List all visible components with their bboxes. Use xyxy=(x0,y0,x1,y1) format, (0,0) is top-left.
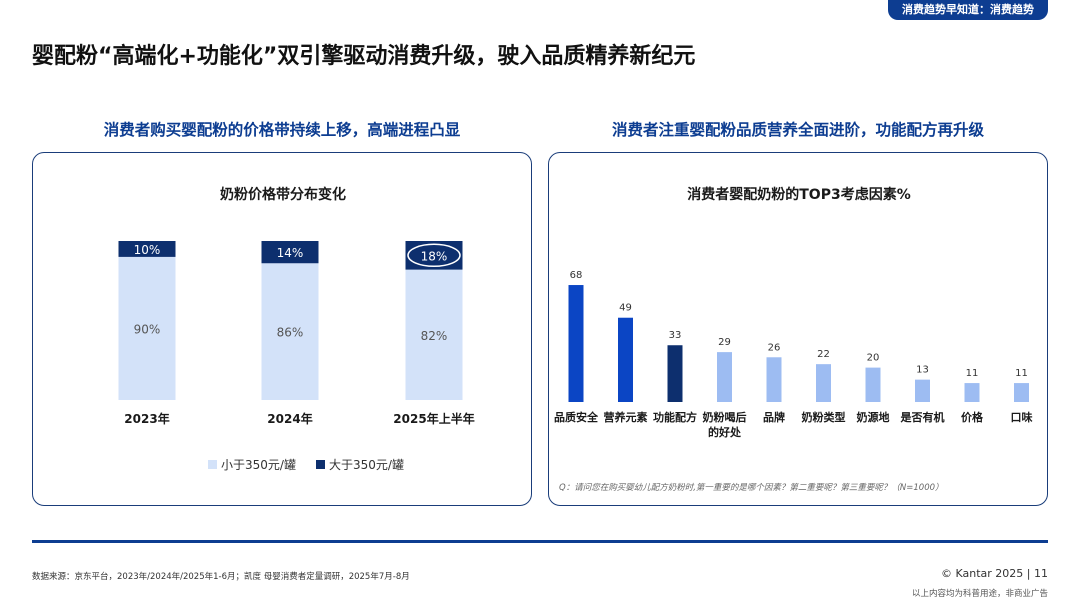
data-source: 数据来源：京东平台，2023年/2024年/2025年1-6月；凯度 母婴消费者… xyxy=(32,572,410,582)
factor-value: 13 xyxy=(916,365,929,376)
factor-value: 29 xyxy=(718,337,731,348)
factors-chart: 消费者婴配奶粉的TOP3考虑因素% 68 品质安全 49 营养元素 33 功能配方 29 奶粉喝… xyxy=(554,186,1033,493)
disclaimer: 以上内容均为科普用途，非商业广告 xyxy=(911,589,1048,599)
factor-category: 功能配方 xyxy=(653,410,697,424)
bar-below-350 xyxy=(261,263,319,400)
factor-value: 68 xyxy=(570,270,583,281)
factor-value: 11 xyxy=(1015,368,1028,379)
factor-bar xyxy=(1014,383,1029,402)
bar-above-350 xyxy=(405,241,463,270)
chart-title: 消费者婴配奶粉的TOP3考虑因素% xyxy=(687,186,910,203)
factor-bar xyxy=(667,345,683,402)
bar-label-below-350: 86% xyxy=(277,326,304,340)
price-band-panel: 奶粉价格带分布变化 90% 10% 2023年 86% 14% 2024年 82% 18% 202… xyxy=(32,152,532,506)
factor-category: 奶粉喝后的好处 xyxy=(703,410,747,439)
category-label: 2025年上半年 xyxy=(393,411,474,426)
section-tag: 消费趋势早知道：消费趋势 xyxy=(888,0,1048,20)
factor-value: 26 xyxy=(768,342,781,353)
bar-label-below-350: 82% xyxy=(421,329,448,343)
bar-label-above-350: 10% xyxy=(134,243,161,257)
bar-above-350 xyxy=(261,241,319,264)
bar-below-350 xyxy=(118,256,176,400)
factors-panel: 消费者婴配奶粉的TOP3考虑因素% 68 品质安全 49 营养元素 33 功能配方 29 奶粉喝… xyxy=(548,152,1048,506)
category-label: 2023年 xyxy=(124,411,169,426)
factor-bar xyxy=(816,364,831,402)
factor-value: 49 xyxy=(619,303,632,314)
bar-label-below-350: 90% xyxy=(134,322,161,336)
legend-label: 大于350元/罐 xyxy=(329,458,404,472)
right-subtitle: 消费者注重婴配粉品质营养全面进阶，功能配方再升级 xyxy=(611,121,984,139)
chart-title: 奶粉价格带分布变化 xyxy=(220,186,346,203)
factor-category: 奶源地 xyxy=(857,410,890,424)
price-band-chart: 奶粉价格带分布变化 90% 10% 2023年 86% 14% 2024年 82% 18% 202… xyxy=(118,186,475,472)
factor-category: 品牌 xyxy=(763,410,785,424)
bar-above-350 xyxy=(118,241,176,257)
bar-below-350 xyxy=(405,269,463,400)
factor-bar xyxy=(717,352,732,402)
factor-bar xyxy=(915,379,930,402)
factor-category: 价格 xyxy=(961,410,984,424)
factor-bar xyxy=(865,367,881,402)
factor-bar xyxy=(568,285,584,402)
factor-bar xyxy=(766,357,782,402)
factor-value: 20 xyxy=(867,353,880,364)
category-label: 2024年 xyxy=(267,411,312,426)
factor-category: 营养元素 xyxy=(604,410,648,424)
bar-label-above-350: 14% xyxy=(277,246,304,260)
factor-value: 11 xyxy=(966,368,979,379)
factor-bar xyxy=(618,317,633,402)
legend-label: 小于350元/罐 xyxy=(221,458,296,472)
factor-category: 品质安全 xyxy=(554,410,599,424)
factor-value: 22 xyxy=(817,349,830,360)
bar-label-above-350: 18% xyxy=(421,249,448,263)
highlight-ellipse xyxy=(407,243,461,268)
legend-swatch xyxy=(316,460,325,469)
copyright: © Kantar 2025 | 11 xyxy=(941,567,1048,580)
page-title: 婴配粉“高端化+功能化”双引擎驱动消费升级，驶入品质精养新纪元 xyxy=(32,44,696,69)
legend-swatch xyxy=(208,460,217,469)
factor-category: 是否有机 xyxy=(900,410,945,424)
factor-category: 口味 xyxy=(1011,410,1033,424)
factor-category: 奶粉类型 xyxy=(802,410,846,424)
footer-divider xyxy=(32,540,1048,543)
survey-question-note: Q：请问您在购买婴幼儿配方奶粉时,第一重要的是哪个因素？第二重要呢？第三重要呢？… xyxy=(559,482,944,493)
left-subtitle: 消费者购买婴配粉的价格带持续上移，高端进程凸显 xyxy=(103,121,461,139)
factor-bar xyxy=(964,383,980,402)
factor-value: 33 xyxy=(669,330,682,341)
